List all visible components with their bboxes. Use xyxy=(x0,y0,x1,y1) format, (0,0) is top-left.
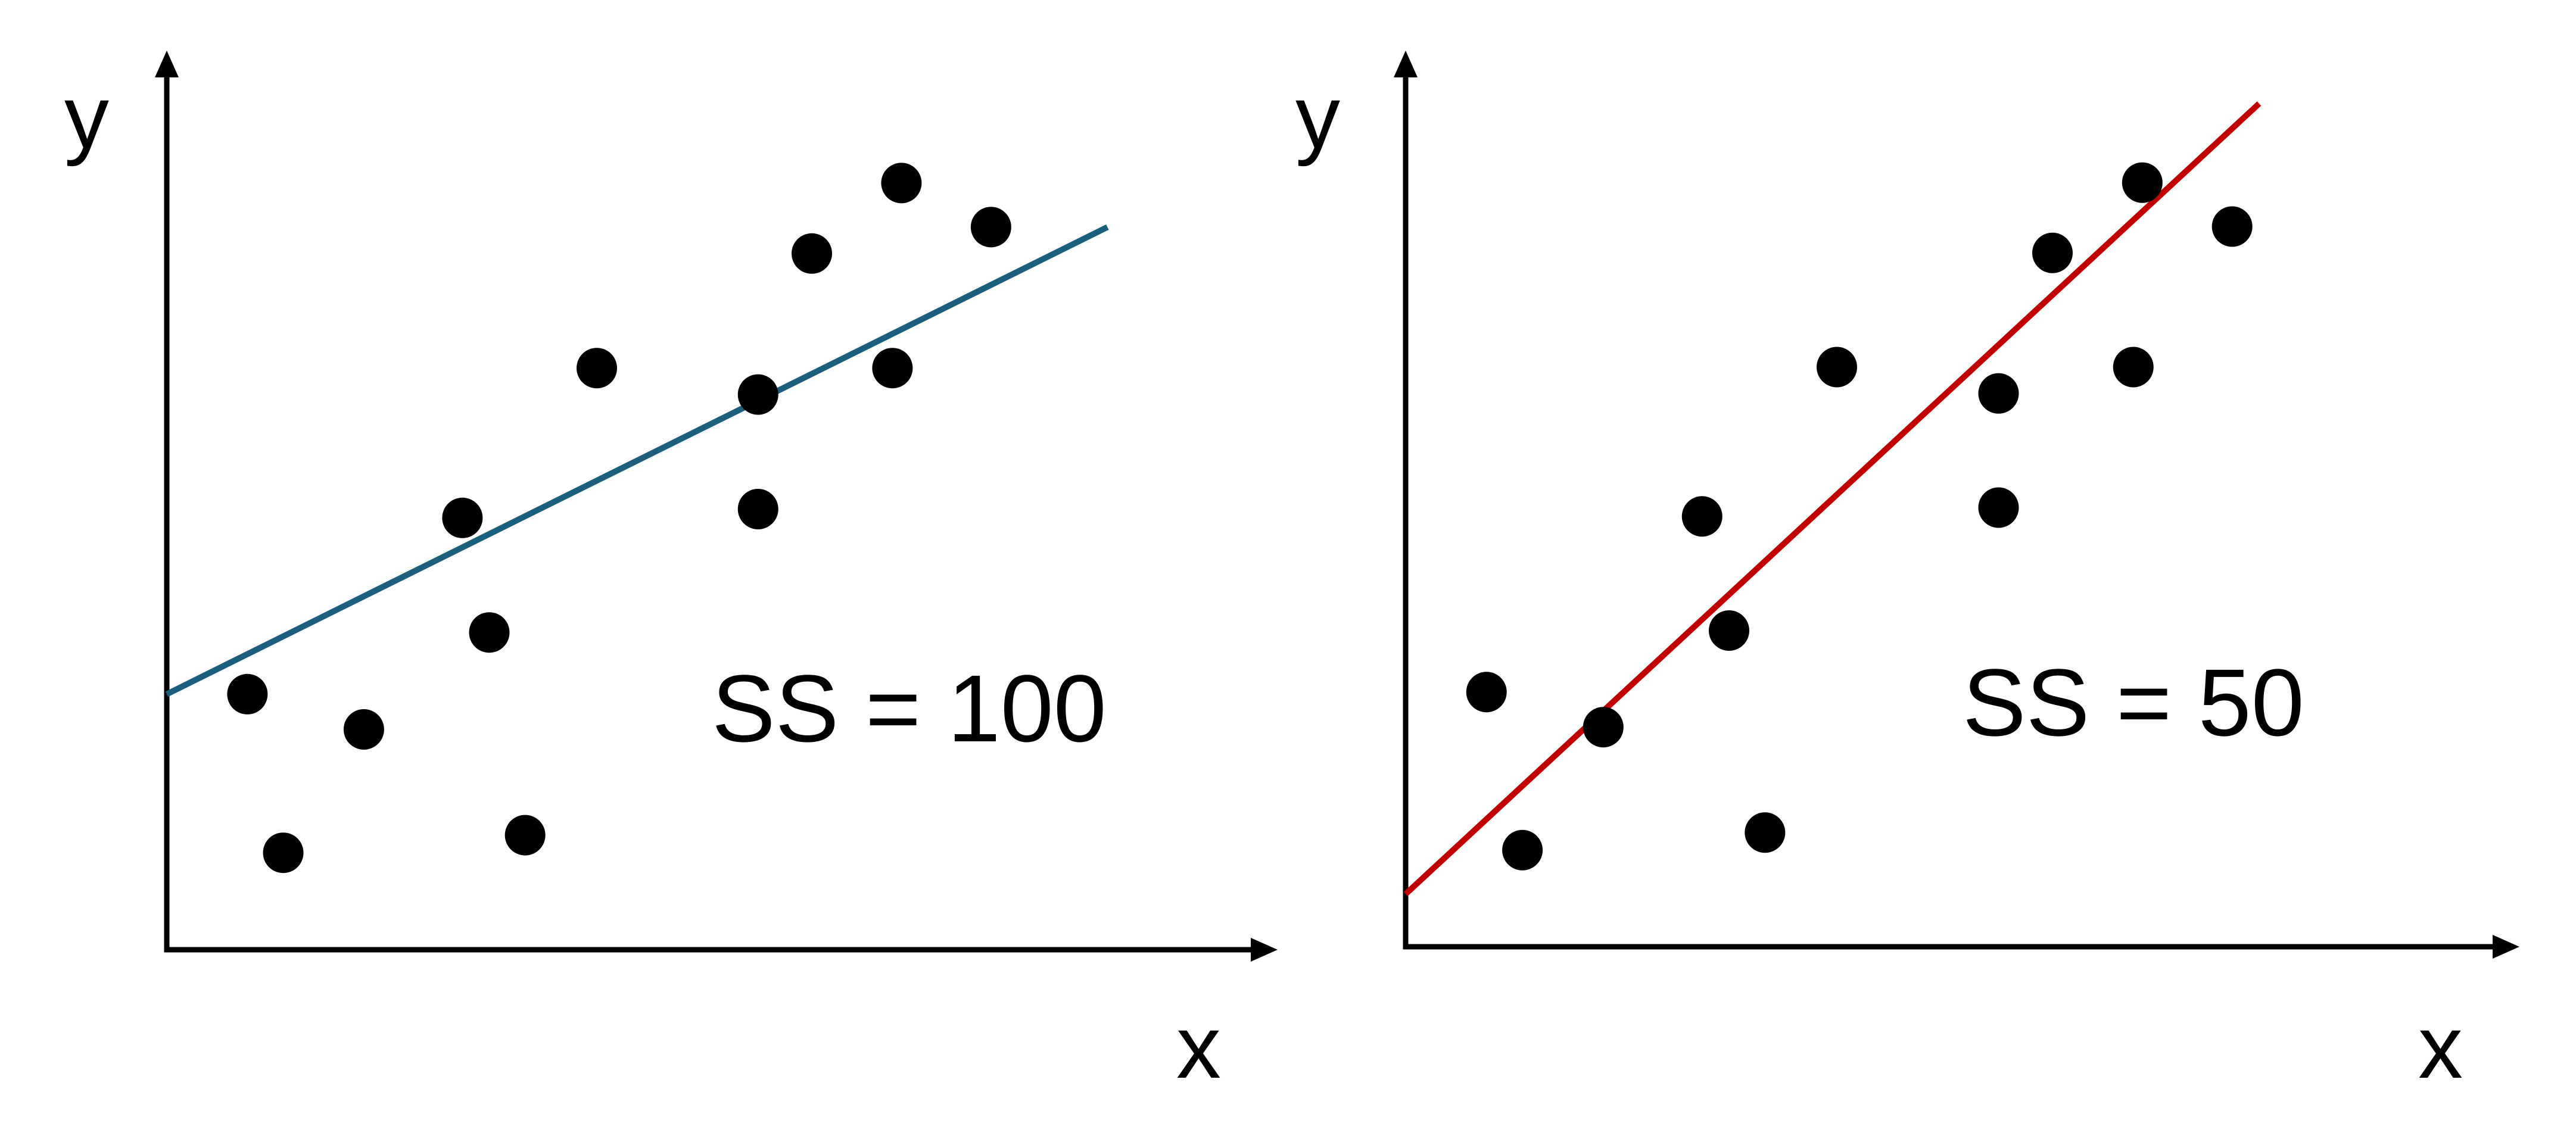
right-fit-line xyxy=(1403,101,2262,897)
left-data-point-6 xyxy=(504,815,546,856)
right-x-axis-label: x xyxy=(2418,997,2463,1097)
right-data-point-12 xyxy=(2122,162,2163,203)
left-data-point-13 xyxy=(970,207,1011,248)
left-data-point-2 xyxy=(263,832,304,874)
left-axes xyxy=(155,51,1278,962)
right-y-axis-label: y xyxy=(1295,67,1340,167)
left-ss-annotation: SS = 100 xyxy=(712,655,1107,762)
right-x-axis-arrow-icon xyxy=(2493,935,2519,959)
right-data-point-11 xyxy=(2113,347,2154,388)
right-points xyxy=(1466,162,2253,871)
right-data-point-7 xyxy=(1817,347,1857,388)
right-scatter-panel: y x SS = 50 xyxy=(1295,51,2519,1097)
left-y-axis-arrow-icon xyxy=(155,51,179,77)
right-data-point-5 xyxy=(1709,610,1749,651)
left-fit-line xyxy=(165,224,1109,697)
left-points xyxy=(227,163,1011,874)
right-data-point-4 xyxy=(1681,496,1722,537)
right-axes xyxy=(1394,51,2519,959)
right-data-point-10 xyxy=(2032,232,2073,273)
left-data-point-4 xyxy=(442,497,483,538)
right-y-axis-arrow-icon xyxy=(1394,51,1418,77)
right-data-point-13 xyxy=(2211,206,2253,247)
left-x-axis-label: x xyxy=(1176,997,1221,1097)
left-y-axis-label: y xyxy=(64,67,109,167)
left-data-point-7 xyxy=(577,348,617,389)
left-data-point-1 xyxy=(227,673,268,715)
right-data-point-1 xyxy=(1466,672,1507,713)
right-data-point-9 xyxy=(1978,373,2019,414)
right-data-point-6 xyxy=(1745,812,1786,853)
left-scatter-panel: y x SS = 100 xyxy=(64,51,1278,1097)
left-data-point-12 xyxy=(881,163,922,204)
right-data-point-2 xyxy=(1502,829,1543,871)
left-x-axis-arrow-icon xyxy=(1251,938,1278,962)
left-data-point-11 xyxy=(872,348,913,389)
left-data-point-8 xyxy=(737,489,778,529)
right-data-point-3 xyxy=(1583,707,1624,748)
right-data-point-8 xyxy=(1978,487,2019,528)
right-ss-annotation: SS = 50 xyxy=(1963,649,2304,756)
left-data-point-9 xyxy=(737,374,778,415)
left-data-point-10 xyxy=(792,233,832,274)
left-data-point-3 xyxy=(343,709,384,750)
left-data-point-5 xyxy=(469,612,510,653)
